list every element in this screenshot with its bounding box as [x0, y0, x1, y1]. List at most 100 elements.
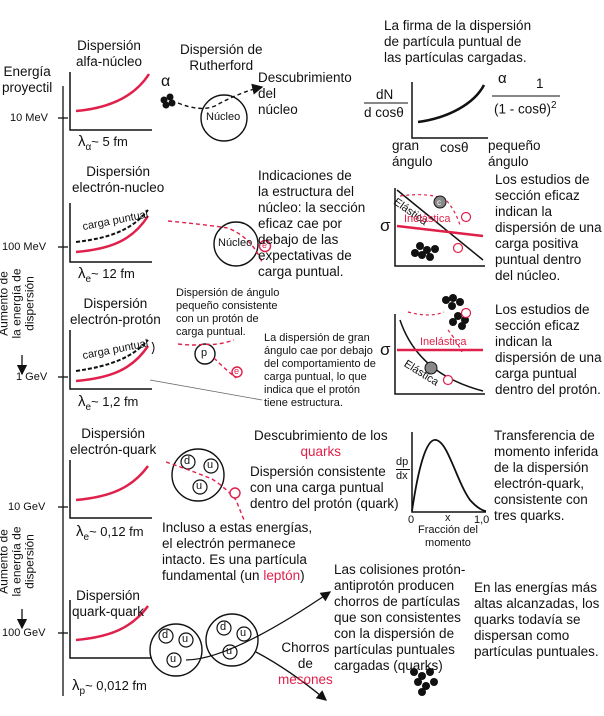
lambda-value: ~ 0,012 fm: [85, 678, 147, 693]
quarks-discovery: Descubrimiento de los quarks: [254, 428, 388, 460]
axis-title: Energía proyectil: [2, 64, 52, 96]
tick-10gev: 10 GeV: [8, 501, 46, 513]
qq-right-line: dispersan como: [474, 628, 570, 643]
sigma-2: σ: [380, 340, 391, 359]
dn-label: dN: [376, 87, 394, 102]
lambda-symbol: λ: [78, 393, 86, 410]
en-right-line: carga positiva: [495, 236, 579, 251]
small-angle-line: carga puntual.: [176, 326, 246, 338]
electron-trajectory-3: [165, 461, 245, 521]
proton-cross-section-diagram: [394, 294, 485, 395]
ep-title-line2: electrón-protón: [70, 312, 161, 327]
x-one: 1,0: [474, 514, 490, 526]
eq-right-line: Transferencia de: [494, 428, 595, 443]
side-label-2-line: dispersión: [22, 534, 37, 589]
ep-right-line: sección eficaz: [495, 318, 580, 333]
lambda-value: ~ 0,12 fm: [89, 524, 144, 539]
electron-particle-1: [258, 239, 272, 253]
electron-proton-title: Dispersión electrón-protón: [70, 296, 161, 328]
eq-title-line1: Dispersión: [81, 426, 146, 441]
jets-line1: Chorros: [281, 640, 330, 655]
qq-quark-u2: u: [170, 653, 177, 665]
signature-line: las partículas cargadas.: [384, 50, 527, 65]
ep-right-line: dispersión de una: [495, 350, 602, 365]
qq-right-line: altas alcanzadas, los: [474, 596, 600, 611]
discovery-line: del: [258, 86, 277, 101]
qq-quark-d1: d: [162, 629, 169, 641]
eq-right-line: consistente con: [494, 492, 588, 507]
small-angle-line: pequeño consistente: [176, 300, 278, 312]
x-zero: 0: [408, 514, 415, 526]
cos-label: cosθ: [440, 140, 469, 155]
qq-right-line: En las energías más: [474, 580, 598, 595]
alpha-title-line2: alfa-núcleo: [76, 54, 143, 69]
collisions-line: que son consistentes: [334, 610, 461, 625]
denominator-text: (1 - cosθ): [494, 101, 552, 117]
side-label-2: Aumento de la energía de dispersión: [0, 517, 37, 607]
tick-100mev: 100 MeV: [2, 241, 47, 253]
qq-right-line: quarks todavía se: [474, 612, 581, 627]
lambda-subscript: p: [79, 686, 86, 697]
electron-quark-plot: [69, 460, 152, 519]
en-description: Indicaciones de la estructura del núcleo…: [258, 168, 365, 280]
quark-label-u2: u: [196, 480, 203, 492]
ep-right-line: carga puntual: [495, 366, 577, 381]
electron-nucleus-title: Dispersión electrón-nucleo: [72, 164, 164, 196]
lambda-subscript: e: [85, 274, 92, 285]
tick-10mev: 10 MeV: [10, 112, 48, 124]
eq-wavelength: λe~ 0,12 fm: [76, 524, 144, 546]
eq-consistent: Dispersión consistente con una carga pun…: [250, 464, 399, 512]
collisions-line: partículas puntuales: [334, 642, 455, 657]
dx-label: dx: [396, 470, 408, 482]
pequeno-angulo: pequeño ángulo: [488, 138, 541, 170]
qq-title-line2: quark-quark: [72, 604, 145, 619]
lepton-word: leptón: [263, 568, 301, 583]
qq-quark-u1: u: [182, 633, 189, 645]
momentum-fraction-label: Fracción del momento: [418, 524, 478, 550]
qq-quarks: [158, 620, 252, 668]
ep-wavelength: λe~ 1,2 fm: [78, 394, 138, 416]
jet-dots: [410, 668, 438, 696]
dcos-label: d cosθ: [364, 105, 404, 120]
eq-consistent-line: con una carga puntual: [250, 480, 384, 495]
small-angle-note: Dispersión de ángulo pequeño consistente…: [176, 287, 279, 339]
pequeno-line: pequeño: [488, 138, 541, 153]
electron-symbol-1: e: [262, 240, 268, 250]
signature-plot: [364, 82, 560, 139]
ep-right-line: Los estudios de: [495, 302, 590, 317]
discovery-line: Descubrimiento: [258, 70, 352, 85]
electron-particle-3: [229, 487, 241, 499]
qq-right-line: partículas puntuales.: [474, 644, 599, 659]
ep-right-line: dentro del protón.: [495, 382, 601, 397]
eq-title-line2: electrón-quark: [70, 442, 157, 457]
prop-symbol: α: [498, 70, 507, 87]
eq-right-line: momento inferida: [494, 444, 599, 459]
eq-right-text: Transferencia de momento inferida de la …: [494, 428, 598, 524]
denominator-exponent: 2: [551, 100, 557, 111]
en-desc-line: expectativas de: [258, 248, 352, 263]
electron-nucleus-plot: [69, 203, 152, 263]
alpha-symbol: α: [161, 73, 171, 90]
qq-title-line1: Dispersión: [76, 588, 140, 603]
lepton-note-text: fundamental (un: [162, 568, 264, 583]
electron-proton-plot: [69, 330, 263, 401]
qq-quark-d2: d: [220, 621, 227, 633]
lepton-note-line: Incluso a estas energías,: [162, 520, 313, 535]
lepton-note-line: intacto. Es una partícula: [162, 552, 307, 567]
en-right-line: dispersión de una: [495, 220, 602, 235]
rutherford-line1: Dispersión de: [180, 42, 263, 57]
gran-line: gran: [392, 138, 420, 153]
proton-circle: [194, 343, 216, 365]
c-label: c: [437, 198, 441, 207]
tick-1gev: 1 GeV: [16, 371, 48, 383]
en-desc-line: núcleo: la sección: [258, 200, 366, 215]
ep-right-line: indican la: [495, 334, 553, 349]
alpha-particle: [160, 93, 176, 109]
en-desc-line: debajo de las: [258, 232, 339, 247]
inelastic-label-1: Inelástica: [404, 213, 451, 225]
gran-angulo: gran ángulo: [392, 138, 433, 170]
frac-line: Fracción del: [418, 524, 478, 536]
eq-consistent-line: dentro del protón (quark): [250, 496, 399, 511]
collisions-line: con la dispersión de: [334, 626, 455, 641]
jet-arrow-1: [185, 591, 332, 661]
